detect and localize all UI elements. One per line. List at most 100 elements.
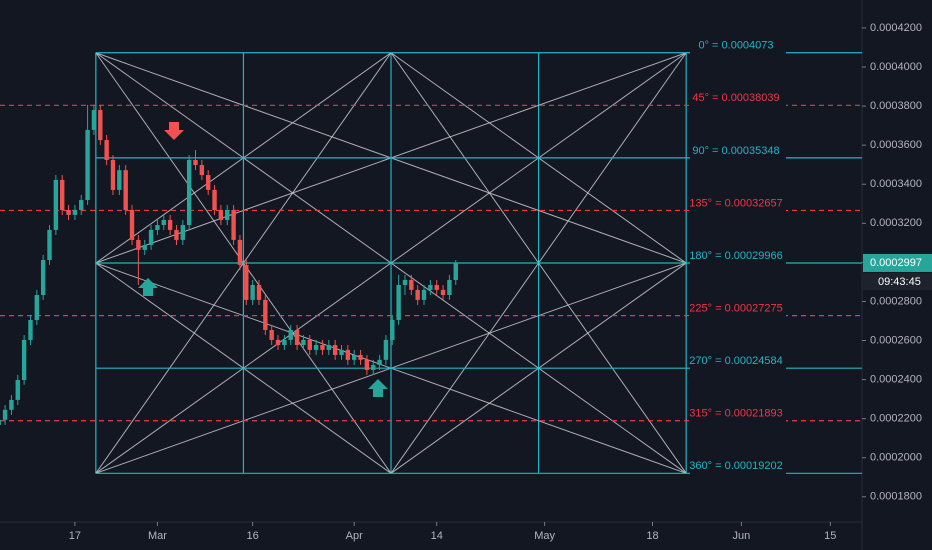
- candle-body: [148, 229, 154, 245]
- y-tick-label: 0.0002400: [870, 373, 922, 385]
- candle-body: [123, 170, 128, 211]
- gann-label-bg: [690, 301, 786, 317]
- x-tick-label: Jun: [733, 530, 751, 542]
- candle-body: [155, 225, 160, 230]
- y-tick-label: 0.0003600: [870, 139, 922, 151]
- gann-label-bg: [690, 459, 786, 475]
- candle-body: [47, 229, 52, 261]
- y-tick-label: 0.0004200: [870, 22, 922, 34]
- gann-label-bg: [690, 38, 786, 54]
- candle-body: [85, 129, 90, 201]
- candle-body: [193, 159, 198, 166]
- candle-body: [320, 345, 325, 350]
- x-tick-label: 17: [69, 530, 81, 542]
- gann-level-label: 135° = 0.00032657: [689, 197, 782, 209]
- gann-level-label: 225° = 0.00027275: [689, 303, 782, 315]
- buy-arrow: [138, 278, 158, 296]
- candle-body: [142, 244, 147, 250]
- y-tick-label: 0.0002600: [870, 334, 922, 346]
- candle-body: [377, 359, 382, 365]
- candle-body: [256, 285, 262, 300]
- gann-label-bg: [690, 354, 786, 370]
- x-tick-label: May: [534, 530, 555, 542]
- candle-body: [415, 289, 420, 300]
- y-tick-label: 0.0002000: [870, 452, 922, 464]
- candle-body: [218, 210, 224, 220]
- gann-label-bg: [690, 249, 786, 265]
- candle-body: [53, 179, 59, 230]
- candle-body: [60, 179, 65, 211]
- candle-body: [0, 419, 1, 425]
- candle-body: [28, 319, 33, 340]
- candle-body: [110, 159, 116, 190]
- y-tick-label: 0.0002200: [870, 413, 922, 425]
- candle-body: [294, 329, 300, 346]
- candle-body: [2, 409, 8, 420]
- gann-label-bg: [690, 196, 786, 212]
- candle-body: [383, 339, 389, 360]
- axes: 0.0001800 0.0002000 0.0002200 0.0002400 0.00…: [69, 22, 932, 542]
- candle-body: [117, 170, 122, 190]
- candle-body: [402, 279, 408, 286]
- candle-body: [136, 239, 141, 250]
- x-tick-label: 14: [431, 530, 443, 542]
- candle-body: [15, 379, 20, 400]
- y-tick-label: 0.0001800: [870, 491, 922, 503]
- candle-body: [396, 285, 401, 320]
- candle-body: [288, 329, 293, 340]
- candle-body: [186, 159, 192, 226]
- gann-level-label: 270° = 0.00024584: [689, 355, 782, 367]
- candle-body: [40, 260, 46, 295]
- candle-body: [72, 210, 78, 215]
- y-tick-label: 0.0003200: [870, 217, 922, 229]
- sell-arrow: [164, 122, 184, 140]
- candle-body: [364, 359, 370, 371]
- gann-level-label: 45° = 0.00038039: [692, 92, 779, 104]
- candle-body: [212, 189, 217, 211]
- gann-label-bg: [690, 91, 786, 107]
- candle-body: [21, 339, 27, 380]
- candle-body: [269, 329, 274, 340]
- candle-body: [434, 285, 439, 290]
- candle-body: [332, 345, 338, 355]
- countdown: 09:43:45: [878, 276, 921, 288]
- x-tick-label: 16: [247, 530, 259, 542]
- candle-body: [104, 140, 109, 160]
- candle-body: [231, 210, 236, 240]
- candle-body: [301, 339, 306, 346]
- buy-arrow: [368, 379, 388, 397]
- candle-body: [453, 262, 458, 280]
- gann-level-label: 315° = 0.00021893: [689, 408, 782, 420]
- candle-body: [275, 339, 281, 346]
- candle-body: [180, 225, 186, 240]
- candle-body: [390, 319, 395, 340]
- candle-body: [351, 354, 357, 360]
- candle-body: [421, 289, 427, 300]
- gann-box: 0° = 0.0004073 45° = 0.00038039 90° = 0.00…: [0, 38, 862, 475]
- x-tick-label: Apr: [346, 530, 363, 542]
- candle-body: [91, 109, 97, 130]
- y-tick-label: 0.0002800: [870, 295, 922, 307]
- x-tick-label: 15: [824, 530, 836, 542]
- x-tick-label: Mar: [148, 530, 167, 542]
- candle-body: [409, 279, 414, 290]
- candle-body: [345, 349, 351, 360]
- last-price-label: 0.0002997: [870, 257, 922, 269]
- y-tick-label: 0.0004000: [870, 61, 922, 73]
- candle-body: [34, 294, 40, 320]
- candle-body: [339, 349, 344, 355]
- gann-level-label: 180° = 0.00029966: [689, 250, 782, 262]
- candle-body: [371, 364, 376, 371]
- candle-body: [282, 339, 287, 346]
- candle-body: [440, 289, 446, 295]
- gann-label-bg: [690, 143, 786, 159]
- candle-body: [447, 279, 452, 295]
- gann-level-label: 360° = 0.00019202: [689, 460, 782, 472]
- gann-level-label: 0° = 0.0004073: [698, 40, 773, 52]
- candle-body: [225, 210, 230, 220]
- candle-body: [326, 345, 332, 350]
- candle-body: [428, 285, 433, 290]
- candle-body: [313, 345, 319, 350]
